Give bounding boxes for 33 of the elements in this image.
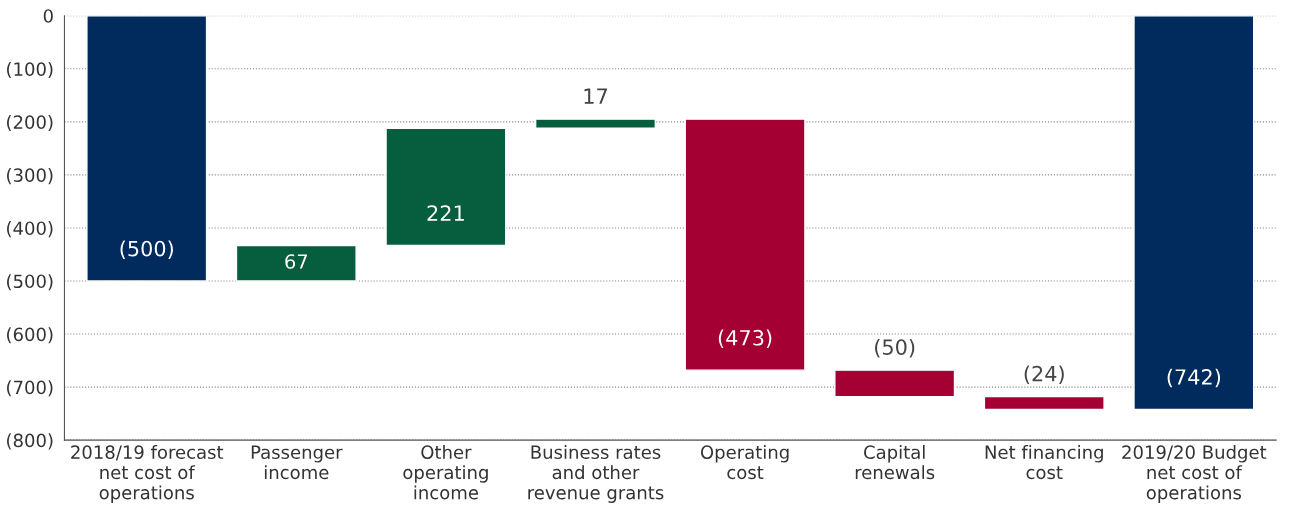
data-label: 221 bbox=[427, 205, 464, 221]
y-tick-label: (700) bbox=[7, 380, 53, 397]
bar bbox=[983, 395, 1105, 411]
y-tick-label: (500) bbox=[7, 274, 53, 291]
data-label: 17 bbox=[584, 88, 607, 104]
x-tick-label: 2018/19 forecast net cost of operations bbox=[71, 445, 224, 503]
bar bbox=[235, 244, 357, 282]
bar bbox=[1133, 15, 1255, 411]
y-tick-label: (200) bbox=[7, 114, 53, 132]
y-tick-label: (400) bbox=[7, 221, 53, 238]
bar bbox=[834, 369, 956, 398]
data-label: (50) bbox=[875, 338, 915, 358]
data-label: (473) bbox=[718, 329, 772, 349]
y-tick-label: (800) bbox=[7, 433, 53, 450]
bar bbox=[385, 127, 507, 247]
data-label: (742) bbox=[1167, 368, 1221, 388]
x-tick-label: Other operating income bbox=[403, 445, 488, 500]
x-tick-label: Business rates and other revenue grants bbox=[528, 445, 664, 503]
x-tick-label: Capital renewals bbox=[855, 445, 935, 480]
x-tick-label: Passenger income bbox=[251, 445, 343, 480]
x-tick-label: 2019/20 Budget net cost of operations bbox=[1122, 445, 1267, 503]
y-tick-label: (300) bbox=[7, 168, 53, 185]
y-tick-label: (100) bbox=[7, 61, 53, 79]
bar bbox=[684, 118, 806, 371]
bar bbox=[86, 15, 208, 282]
data-label: 67 bbox=[285, 254, 308, 269]
x-tick-label: Operating cost bbox=[700, 445, 789, 480]
x-tick-label: Net financing cost bbox=[985, 445, 1103, 480]
y-tick-label: (600) bbox=[7, 327, 53, 344]
y-tick-label: 0 bbox=[43, 9, 53, 23]
data-label: (500) bbox=[120, 240, 173, 259]
data-label: (24) bbox=[1024, 365, 1064, 384]
bar bbox=[534, 118, 657, 129]
